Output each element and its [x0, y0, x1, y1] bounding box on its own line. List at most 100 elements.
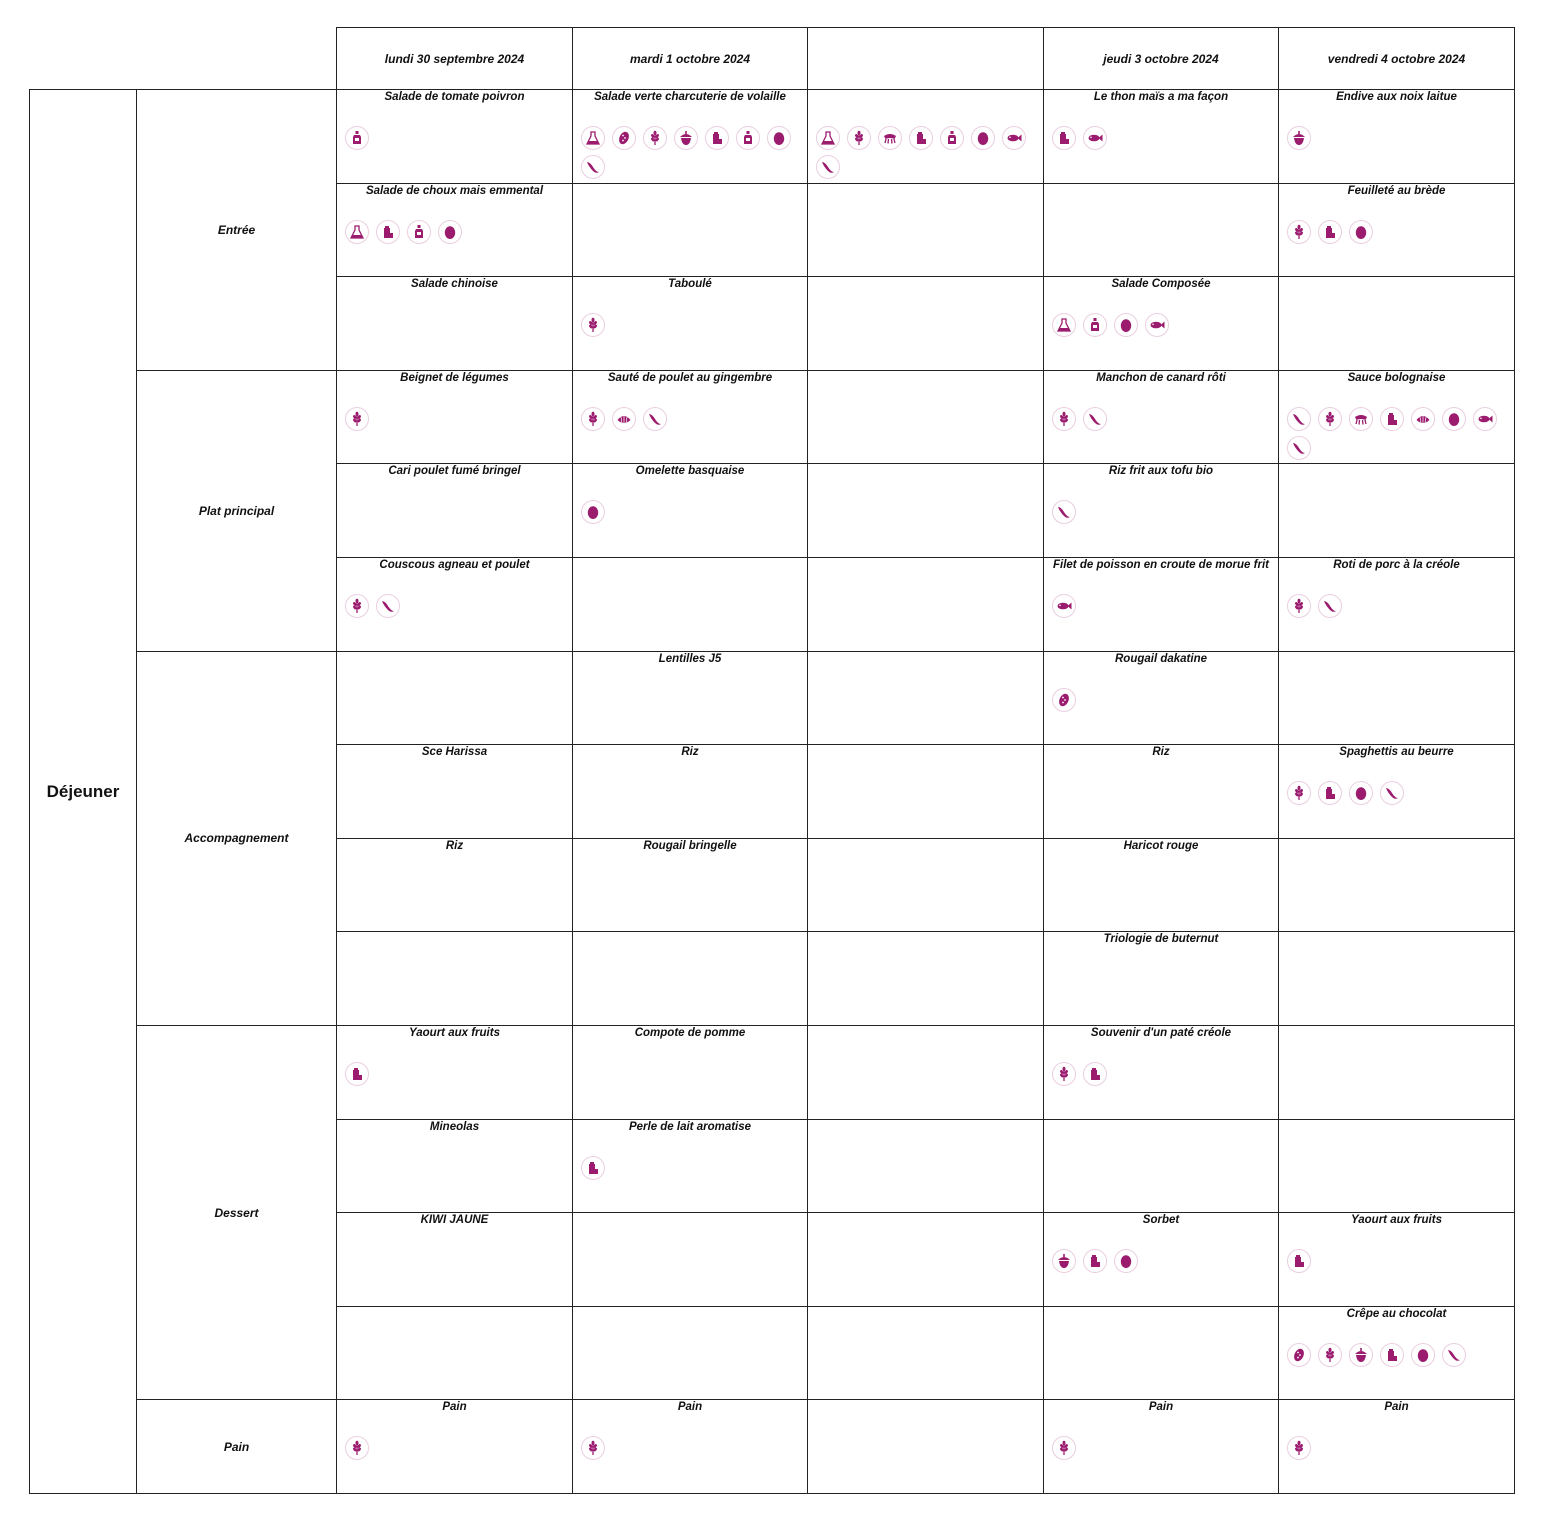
menu-cell: [1278, 837, 1515, 933]
milk-icon: [1318, 219, 1342, 244]
dish-name: Feuilleté au brède: [1347, 184, 1446, 197]
allergen-icons: [581, 406, 803, 436]
lupin-icon: [345, 219, 369, 244]
dish-name: Rougail bringelle: [643, 839, 737, 852]
menu-cell: Perle de lait aromatise: [572, 1118, 808, 1214]
milk-icon: [345, 1062, 369, 1086]
mustard-icon: [1083, 313, 1107, 338]
day-header: mardi 1 octobre 2024: [572, 27, 808, 90]
egg-icon: [1349, 219, 1373, 244]
day-header: jeudi 3 octobre 2024: [1043, 27, 1279, 90]
category-label: Entrée: [136, 89, 337, 371]
menu-cell: Feuilleté au brède: [1278, 182, 1515, 278]
mustard-icon: [407, 219, 431, 244]
gluten-icon: [1287, 594, 1311, 618]
menu-cell: Salade de tomate poivron: [336, 89, 573, 184]
menu-cell: Taboulé: [572, 276, 808, 371]
milk-icon: [705, 126, 729, 150]
soy-icon: [1442, 1342, 1466, 1367]
allergen-icons: [345, 1436, 568, 1465]
soy-icon: [816, 155, 840, 179]
menu-cell: [807, 1212, 1044, 1307]
egg-icon: [1114, 313, 1138, 338]
menu-cell: [807, 1118, 1044, 1214]
menu-cell: [807, 182, 1044, 278]
menu-cell: Sorbet: [1043, 1212, 1279, 1307]
menu-cell: Mineolas: [336, 1118, 573, 1214]
gluten-icon: [581, 406, 605, 431]
soy-icon: [1083, 406, 1107, 431]
dish-name: Souvenir d'un paté créole: [1090, 1027, 1232, 1039]
milk-icon: [1287, 1249, 1311, 1274]
dish-name: Pain: [1148, 1401, 1174, 1414]
menu-cell: [572, 557, 808, 652]
menu-cell: Spaghettis au beurre: [1278, 744, 1515, 839]
menu-cell: [807, 931, 1044, 1026]
gluten-icon: [345, 1436, 369, 1461]
dish-name: KIWI JAUNE: [420, 1214, 489, 1227]
soy-icon: [376, 594, 400, 618]
nuts-icon: [674, 126, 698, 150]
milk-icon: [1380, 1342, 1404, 1367]
mustard-icon: [940, 126, 964, 150]
nuts-icon: [1349, 1342, 1373, 1367]
day-header: lundi 30 septembre 2024: [336, 27, 573, 90]
gluten-icon: [581, 1436, 605, 1461]
fish-icon: [1002, 126, 1026, 150]
allergen-icons: [1052, 687, 1274, 717]
menu-cell: Salade verte charcuterie de volaille: [572, 89, 808, 184]
crustacean-icon: [878, 126, 902, 150]
dish-name: Pain: [442, 1401, 467, 1414]
allergen-icons: [345, 406, 568, 436]
menu-cell: [807, 1025, 1044, 1120]
gluten-icon: [1287, 219, 1311, 244]
dish-name: Yaourt aux fruits: [409, 1027, 500, 1039]
allergen-icons: [345, 1062, 568, 1091]
menu-cell: [336, 650, 573, 746]
dish-name: Mineolas: [429, 1120, 480, 1133]
allergen-icons: [1287, 126, 1510, 155]
category-label: Pain: [136, 1399, 337, 1494]
allergen-icons: [1052, 406, 1274, 436]
menu-cell: [807, 276, 1044, 371]
dish-name: Manchon de canard rôti: [1096, 371, 1226, 384]
dish-name: Couscous agneau et poulet: [379, 559, 530, 571]
menu-cell: Roti de porc à la créole: [1278, 557, 1515, 652]
menu-cell: Couscous agneau et poulet: [336, 557, 573, 652]
sesame-icon: [612, 126, 636, 150]
menu-cell: Pain: [572, 1399, 808, 1494]
allergen-icons: [1287, 406, 1510, 464]
dish-name: Beignet de légumes: [400, 371, 509, 384]
menu-cell: Salade chinoise: [336, 276, 573, 371]
gluten-icon: [1318, 1342, 1342, 1367]
sesame-icon: [1287, 1342, 1311, 1367]
dish-name: Salade verte charcuterie de volaille: [594, 91, 786, 103]
category-label: Plat principal: [136, 369, 337, 652]
allergen-icons: [345, 126, 568, 155]
dish-name: Pain: [1384, 1401, 1409, 1414]
soy-icon: [1287, 435, 1311, 460]
menu-cell: Lentilles J5: [572, 650, 808, 746]
menu-cell: [1043, 1305, 1279, 1401]
day-header: [807, 27, 1044, 90]
soy-icon: [581, 155, 605, 179]
allergen-icons: [581, 313, 803, 342]
gluten-icon: [345, 594, 369, 618]
menu-cell: Salade de choux mais emmental: [336, 182, 573, 278]
dish-name: Rougail dakatine: [1114, 652, 1208, 665]
nuts-icon: [1052, 1249, 1076, 1274]
allergen-icons: [1287, 781, 1510, 810]
category-label: Accompagnement: [136, 650, 337, 1026]
allergen-icons: [816, 126, 1039, 183]
dish-name: Salade de choux mais emmental: [365, 184, 544, 197]
menu-cell: [572, 1305, 808, 1401]
gluten-icon: [643, 126, 667, 150]
menu-cell: [807, 89, 1044, 184]
menu-cell: Rougail dakatine: [1043, 650, 1279, 746]
menu-cell: Crêpe au chocolat: [1278, 1305, 1515, 1401]
gluten-icon: [1318, 406, 1342, 431]
allergen-icons: [1052, 1062, 1274, 1091]
dish-name: Crêpe au chocolat: [1346, 1307, 1447, 1320]
milk-icon: [1083, 1249, 1107, 1274]
menu-cell: Le thon maïs a ma façon: [1043, 89, 1279, 184]
